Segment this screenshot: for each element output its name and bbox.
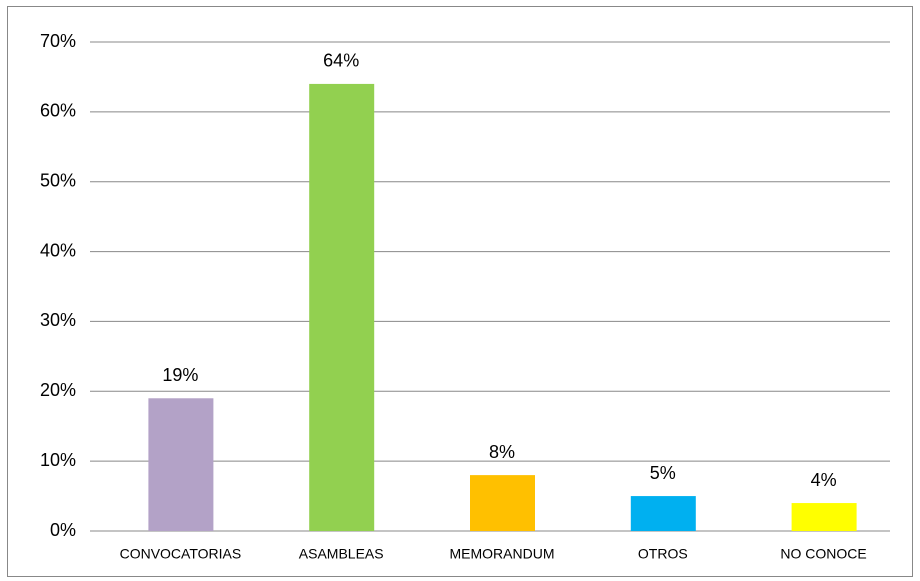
- bar: [470, 475, 535, 531]
- value-label: 19%: [162, 365, 198, 385]
- value-label: 5%: [650, 463, 676, 483]
- y-tick-label: 10%: [40, 450, 76, 470]
- value-label: 8%: [489, 442, 515, 462]
- y-tick-label: 50%: [40, 170, 76, 190]
- y-tick-label: 60%: [40, 101, 76, 121]
- x-tick-label: NO CONOCE: [780, 546, 866, 562]
- bar: [309, 83, 375, 532]
- y-tick-label: 30%: [40, 310, 76, 330]
- bar: [630, 496, 696, 531]
- y-tick-label: 20%: [40, 380, 76, 400]
- chart-border: [7, 6, 913, 577]
- value-label: 64%: [323, 51, 359, 71]
- x-tick-label: ASAMBLEAS: [299, 546, 384, 562]
- x-tick-label: OTROS: [638, 546, 688, 562]
- bar: [148, 398, 214, 531]
- x-tick-label: MEMORANDUM: [450, 546, 555, 562]
- x-tick-label: CONVOCATORIAS: [120, 546, 242, 562]
- y-tick-label: 0%: [50, 520, 76, 540]
- y-tick-label: 70%: [40, 31, 76, 51]
- y-tick-label: 40%: [40, 240, 76, 260]
- bar: [791, 503, 857, 531]
- value-label: 4%: [811, 470, 837, 490]
